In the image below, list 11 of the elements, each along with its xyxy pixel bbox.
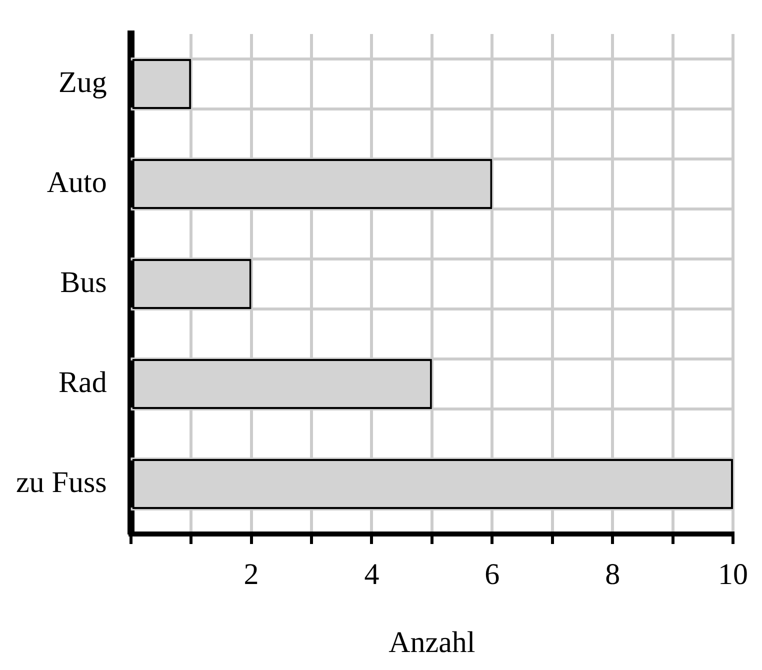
y-tick-label: Rad <box>58 366 107 399</box>
x-axis-title: Anzahl <box>388 626 476 659</box>
y-tick-label: zu Fuss <box>16 466 107 499</box>
x-tick-label: 8 <box>605 558 620 591</box>
x-tick-label: 2 <box>244 558 259 591</box>
x-tick-label: 6 <box>484 558 500 591</box>
x-tick-label: 4 <box>364 558 380 591</box>
y-tick-label: Auto <box>46 166 107 199</box>
y-tick-label: Zug <box>58 66 107 99</box>
y-tick-label: Bus <box>60 266 107 299</box>
x-tick-label: 10 <box>718 558 748 591</box>
